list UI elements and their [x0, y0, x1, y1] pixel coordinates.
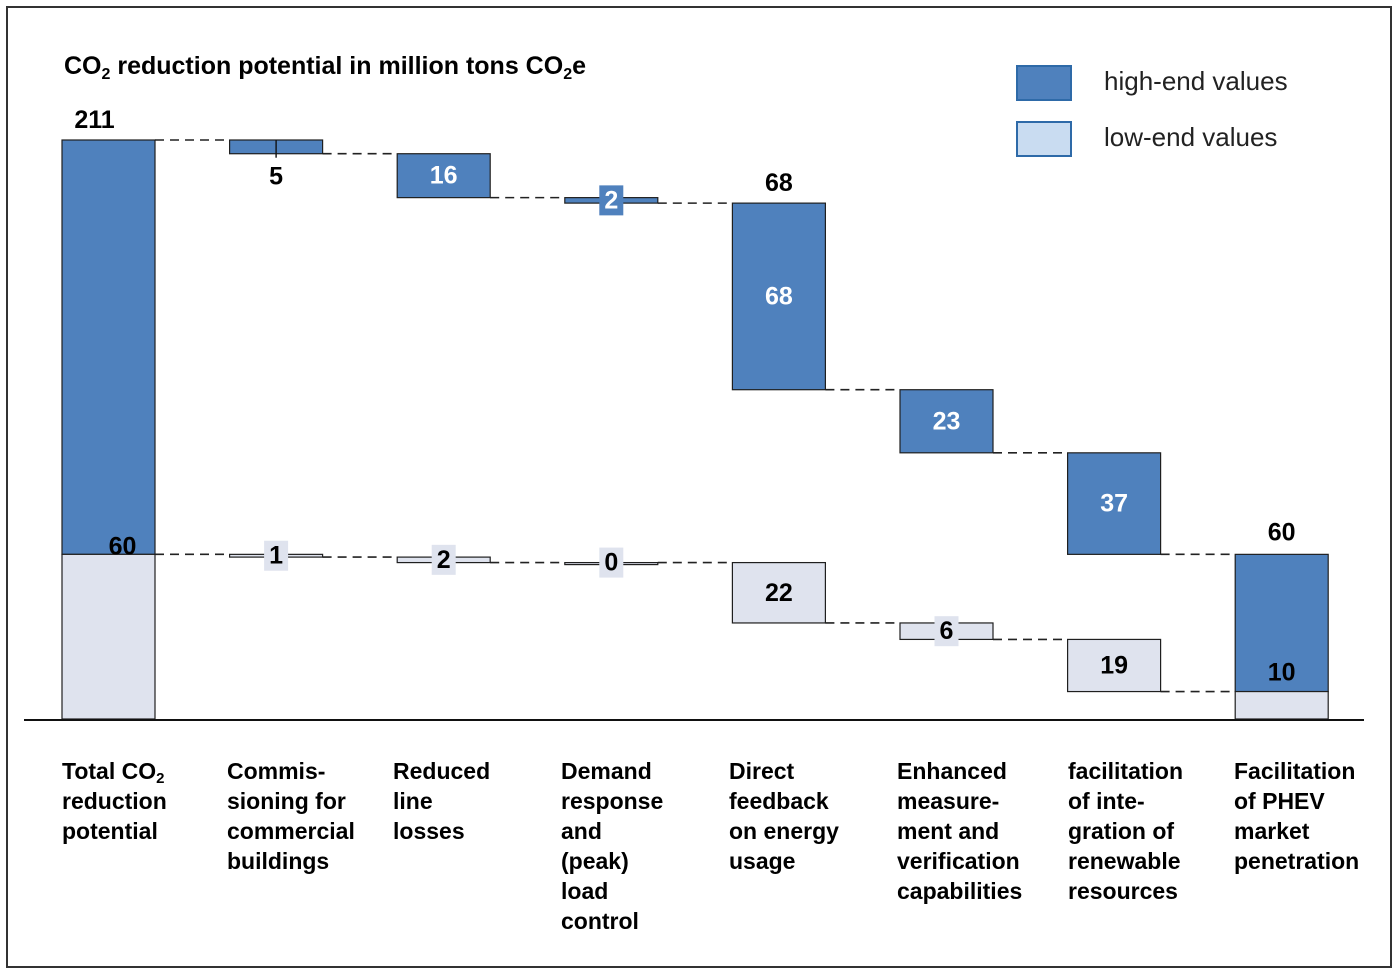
label-high-3-box — [599, 185, 624, 216]
label-high-2: 16 — [430, 162, 458, 190]
chart-frame — [6, 6, 1392, 968]
label-high-7: 60 — [1268, 518, 1296, 546]
label-low-4: 22 — [765, 579, 793, 607]
category-label-commissioning: Commis- sioning for commercial buildings — [227, 758, 355, 874]
category-label-renewables: facilitation of inte- gration of renewab… — [1068, 758, 1184, 904]
label-total-4: 68 — [765, 169, 793, 197]
bar-high-0 — [61, 139, 156, 555]
label-low-3-box — [599, 547, 624, 578]
legend-label-high: high-end values — [1104, 66, 1288, 96]
label-high-4: 68 — [765, 282, 793, 310]
label-low-5-box — [934, 616, 959, 647]
legend-swatch-low — [1016, 121, 1072, 157]
label-low-6: 19 — [1100, 651, 1128, 679]
label-low-1-box — [264, 540, 289, 571]
category-label-direct-feedback: Direct feedback on energy usage — [729, 758, 839, 874]
label-low-1: 1 — [269, 542, 283, 570]
bar-high-2 — [396, 153, 491, 199]
legend-label-low: low-end values — [1104, 122, 1278, 152]
label-low-0: 60 — [109, 533, 137, 561]
label-low-3: 0 — [604, 549, 618, 577]
bar-high-5 — [899, 389, 994, 454]
bar-high-4 — [731, 202, 827, 391]
bar-low-7 — [1234, 690, 1329, 720]
bar-high-6 — [1066, 452, 1162, 555]
bar-low-6 — [1066, 638, 1162, 693]
label-low-2: 2 — [437, 546, 451, 574]
legend-swatch-high — [1016, 65, 1072, 101]
category-label-line-losses: Reduced line losses — [393, 758, 491, 844]
bar-low-4 — [731, 561, 827, 624]
label-high-0: 211 — [74, 106, 114, 134]
label-high-5: 23 — [933, 407, 961, 435]
category-label-demand-response: Demand response and (peak) load control — [561, 758, 664, 934]
label-low-2-box — [431, 544, 456, 575]
category-label-measurement: Enhanced measure- ment and verification … — [897, 758, 1023, 904]
bar-high-7 — [1234, 553, 1329, 693]
category-label-phev: Facilitation of PHEV market penetration — [1234, 758, 1360, 874]
label-low-7: 10 — [1268, 659, 1296, 687]
category-label-total: Total CO2 reduction potential — [62, 758, 167, 844]
label-high-6: 37 — [1100, 490, 1128, 518]
label-high-3: 2 — [604, 186, 618, 214]
chart-title: CO2 reduction potential in million tons … — [64, 52, 586, 83]
label-high-1: 5 — [269, 163, 283, 191]
label-low-5: 6 — [940, 617, 954, 645]
bar-low-0 — [61, 553, 156, 720]
